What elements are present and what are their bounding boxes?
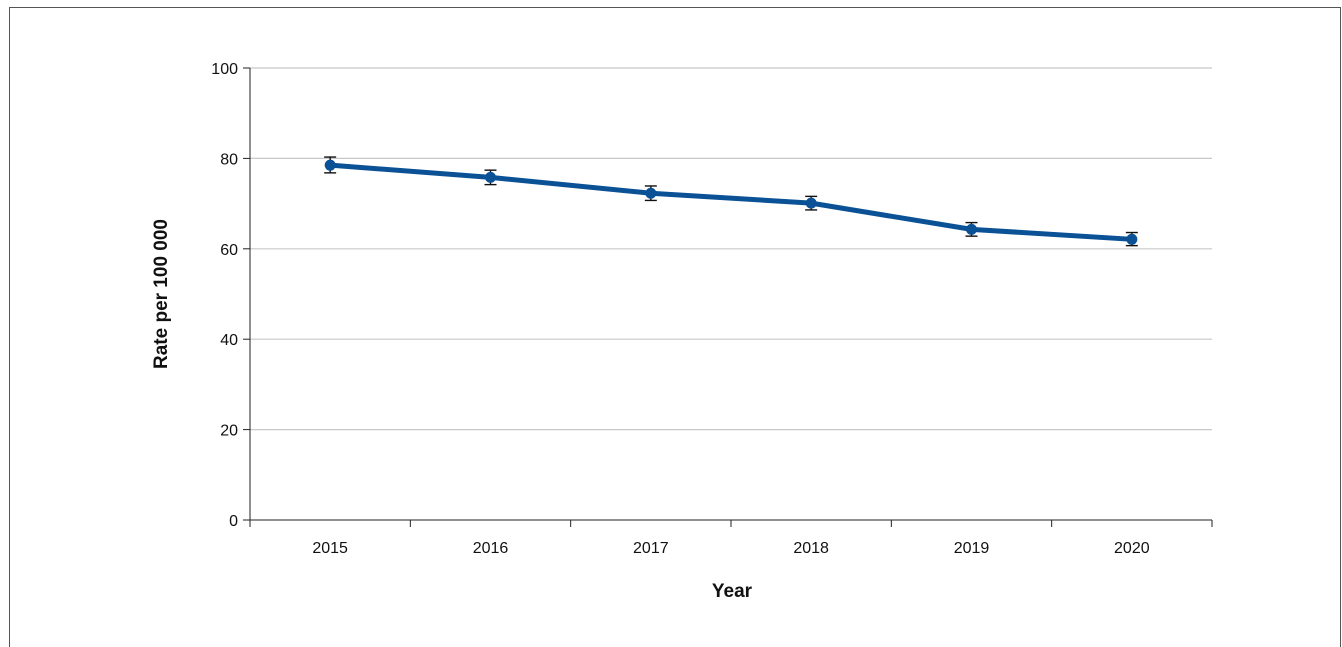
data-point <box>806 198 816 208</box>
y-tick-label: 80 <box>220 151 238 168</box>
x-axis-title: Year <box>712 581 753 602</box>
data-point <box>1127 234 1137 244</box>
y-tick-label: 20 <box>220 423 238 440</box>
x-tick-label: 2015 <box>312 540 348 557</box>
gridlines <box>250 68 1212 430</box>
data-point <box>325 160 335 170</box>
axes <box>243 68 1212 527</box>
x-tick-label: 2017 <box>633 540 669 557</box>
x-tick-label: 2020 <box>1114 540 1150 557</box>
x-tick-label: 2016 <box>473 540 509 557</box>
data-point <box>486 172 496 182</box>
y-axis-title: Rate per 100 000 <box>151 219 172 369</box>
data-point <box>967 224 977 234</box>
x-tick-label: 2019 <box>954 540 990 557</box>
y-tick-label: 60 <box>220 242 238 259</box>
y-tick-label: 40 <box>220 332 238 349</box>
y-tick-labels: 0 20 40 60 80 100 <box>211 61 238 530</box>
x-tick-label: 2018 <box>793 540 829 557</box>
series-line <box>330 165 1132 239</box>
data-point <box>646 188 656 198</box>
x-tick-labels: 2015 2016 2017 2018 2019 2020 <box>312 540 1149 557</box>
y-tick-label: 100 <box>211 61 238 78</box>
series <box>324 157 1138 246</box>
y-tick-label: 0 <box>229 513 238 530</box>
